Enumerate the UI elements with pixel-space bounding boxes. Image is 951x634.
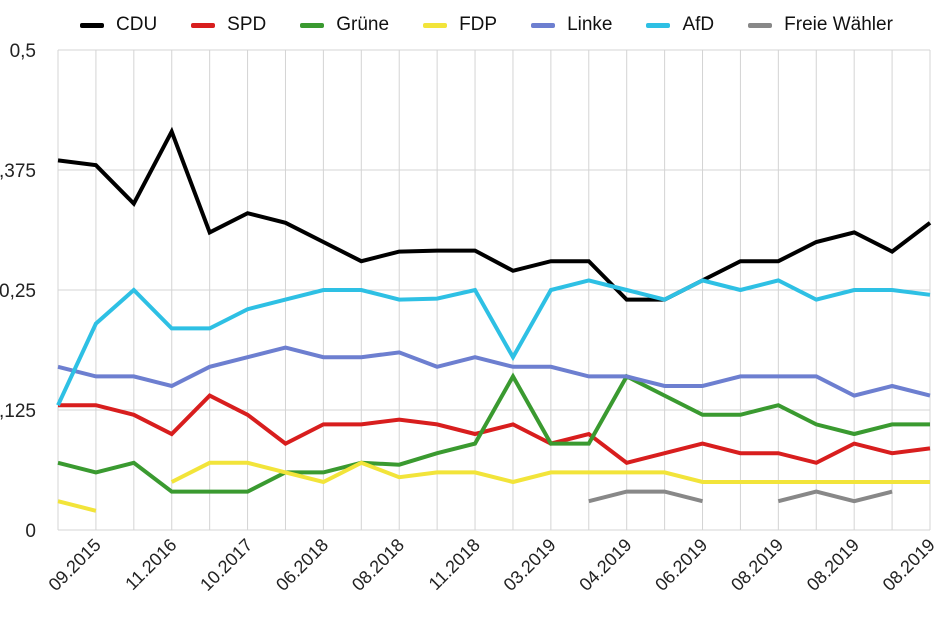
x-tick-label: 08.2018 bbox=[348, 535, 408, 595]
legend-swatch bbox=[80, 22, 104, 28]
legend-item: AfD bbox=[646, 14, 714, 36]
legend-swatch bbox=[191, 22, 216, 28]
x-tick-label: 08.2019 bbox=[727, 535, 787, 595]
legend-label: FDP bbox=[459, 14, 498, 35]
y-tick-label: 0 bbox=[25, 521, 36, 542]
x-tick-label: 10.2017 bbox=[196, 535, 256, 595]
y-tick-label: 0,25 bbox=[0, 281, 36, 302]
x-tick-label: 06.2018 bbox=[272, 535, 332, 595]
legend-label: Freie Wähler bbox=[784, 14, 893, 35]
legend-item: SPD bbox=[191, 14, 266, 36]
x-tick-label: 09.2015 bbox=[45, 535, 105, 595]
y-tick-label: 0,375 bbox=[0, 161, 36, 182]
legend-swatch bbox=[646, 22, 671, 28]
legend-label: CDU bbox=[116, 14, 158, 35]
series-line-gr-ne bbox=[57, 372, 930, 494]
series-line-freie-w-hler bbox=[588, 489, 893, 504]
x-tick-label: 11.2016 bbox=[121, 535, 180, 594]
legend-label: Grüne bbox=[336, 14, 390, 35]
legend-item: Grüne bbox=[300, 14, 389, 36]
legend-label: AfD bbox=[682, 14, 715, 35]
series-line-cdu bbox=[57, 126, 932, 302]
y-tick-label: 0,5 bbox=[10, 41, 36, 62]
x-tick-label: 03.2019 bbox=[500, 535, 560, 595]
x-tick-label: 11.2018 bbox=[425, 535, 484, 594]
series-line-spd bbox=[58, 393, 931, 465]
x-tick-label: 04.2019 bbox=[575, 535, 635, 595]
series-line-fdp bbox=[57, 460, 930, 513]
legend-swatch bbox=[300, 22, 325, 28]
series-line-linke bbox=[57, 345, 931, 398]
legend-label: Linke bbox=[567, 14, 613, 35]
legend-label: SPD bbox=[227, 14, 267, 35]
x-tick-label: 06.2019 bbox=[651, 535, 711, 595]
legend-item: CDU bbox=[80, 14, 157, 36]
legend-swatch bbox=[423, 22, 448, 28]
x-tick-label: 08.2019 bbox=[803, 535, 863, 595]
legend-item: FDP bbox=[423, 14, 497, 36]
legend-item: Linke bbox=[531, 14, 612, 36]
chart-legend: CDU SPD Grüne FDP Linke AfD Freie Wähler bbox=[80, 14, 927, 36]
y-tick-label: 0,125 bbox=[0, 401, 36, 422]
x-tick-label: 08.2019 bbox=[879, 535, 939, 595]
legend-swatch bbox=[531, 22, 556, 28]
series-line-afd bbox=[56, 278, 931, 407]
legend-item: Freie Wähler bbox=[748, 14, 893, 36]
legend-swatch bbox=[748, 22, 773, 28]
